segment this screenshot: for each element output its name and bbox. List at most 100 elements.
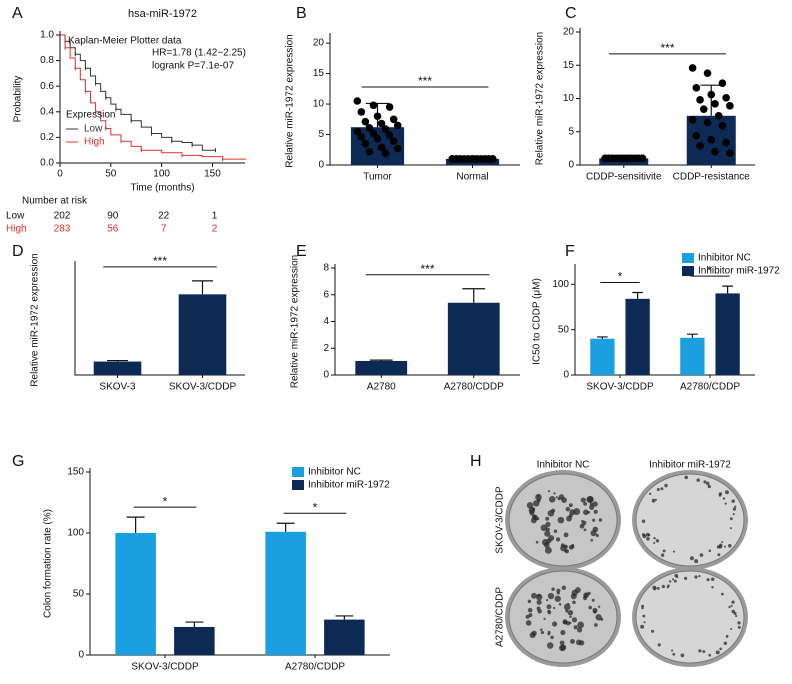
subtitle: Kaplan-Meier Plotter data: [68, 36, 182, 47]
data-point: [711, 147, 719, 156]
colony: [573, 625, 578, 630]
y-tick-label: 0.0: [40, 158, 54, 169]
colony: [721, 592, 724, 596]
colony: [528, 613, 533, 618]
colony: [710, 577, 715, 582]
colony: [671, 649, 674, 652]
colony: [533, 500, 540, 507]
colony: [558, 602, 562, 606]
colony: [655, 539, 660, 543]
colony: [595, 614, 602, 621]
data-point: [638, 154, 647, 163]
y-tick-label: 0.8: [40, 55, 54, 66]
colony: [547, 609, 551, 613]
bar: [590, 338, 615, 375]
colony: [583, 509, 589, 516]
data-point: [711, 100, 719, 108]
colony: [587, 591, 591, 596]
colony: [589, 504, 595, 510]
risk-count: 2: [212, 224, 218, 235]
colony: [587, 510, 590, 514]
colony: [540, 630, 545, 635]
colony: [708, 549, 712, 553]
x-tick-label: A2780: [367, 382, 396, 393]
significance-label: *: [163, 494, 168, 508]
colony: [577, 621, 585, 629]
significance-label: *: [313, 500, 318, 514]
colony: [730, 604, 733, 607]
colony: [707, 484, 711, 489]
data-point: [726, 149, 734, 157]
data-point: [381, 125, 390, 133]
colony: [543, 617, 546, 621]
colony: [557, 516, 565, 524]
colony: [706, 578, 710, 582]
panel-label: F: [565, 243, 575, 260]
colony: [592, 518, 596, 522]
y-tick-label: 15: [563, 60, 575, 71]
data-point: [700, 105, 708, 113]
data-point: [389, 137, 398, 146]
colony: [656, 487, 660, 492]
bar: [355, 360, 408, 375]
colony: [664, 483, 668, 488]
colony: [723, 545, 726, 548]
plate: [635, 473, 745, 567]
colony: [651, 629, 655, 633]
colony: [559, 640, 565, 646]
colony: [573, 508, 581, 516]
data-point: [393, 121, 402, 130]
colony: [584, 593, 588, 597]
data-point: [696, 141, 704, 150]
colony: [731, 600, 735, 604]
error-bar: [722, 285, 733, 294]
colony: [702, 650, 706, 653]
data-point: [357, 108, 366, 116]
colony: [583, 528, 587, 532]
y-axis-label: Relative miR-1972 expression: [535, 32, 546, 165]
colony: [727, 543, 732, 548]
colony: [705, 481, 710, 486]
x-tick-label: A2780/CDDP: [680, 382, 740, 393]
y-tick-label: 5: [568, 126, 574, 137]
colony: [547, 632, 551, 636]
colony: [527, 599, 532, 604]
colony: [559, 644, 566, 652]
data-point: [369, 101, 378, 110]
colony: [654, 498, 658, 501]
panel-label: H: [470, 453, 482, 470]
y-tick-label: 150: [67, 467, 84, 478]
legend-label: Inhibitor NC: [698, 253, 751, 264]
x-tick-label: Normal: [456, 172, 488, 183]
colony: [529, 632, 536, 639]
error-bar: [335, 615, 354, 620]
colony: [646, 537, 650, 541]
y-tick-label: 0.6: [40, 81, 54, 92]
colony: [535, 493, 542, 501]
legend-label: Low: [84, 124, 103, 135]
colony: [662, 549, 666, 553]
colony: [724, 490, 729, 495]
y-tick-label: 6: [323, 289, 329, 300]
x-tick-label: Tumor: [363, 172, 392, 183]
colony: [536, 599, 542, 605]
colony: [545, 527, 550, 532]
y-tick-label: 4: [323, 316, 329, 327]
data-point: [703, 118, 712, 127]
colony: [556, 591, 560, 595]
data-point: [385, 103, 394, 111]
x-tick-label: 0: [57, 169, 63, 180]
chart-title: hsa-miR-1972: [128, 8, 197, 20]
panel-label: E: [296, 243, 307, 260]
colony: [540, 524, 548, 532]
colony: [591, 598, 595, 602]
colony: [572, 600, 576, 605]
colony: [535, 540, 539, 544]
colony: [583, 595, 586, 599]
bar: [93, 361, 142, 375]
error-bar: [369, 359, 393, 361]
colony: [563, 544, 568, 549]
y-axis-label: Relative miR-1972 expression: [290, 255, 301, 388]
colony: [565, 506, 571, 512]
